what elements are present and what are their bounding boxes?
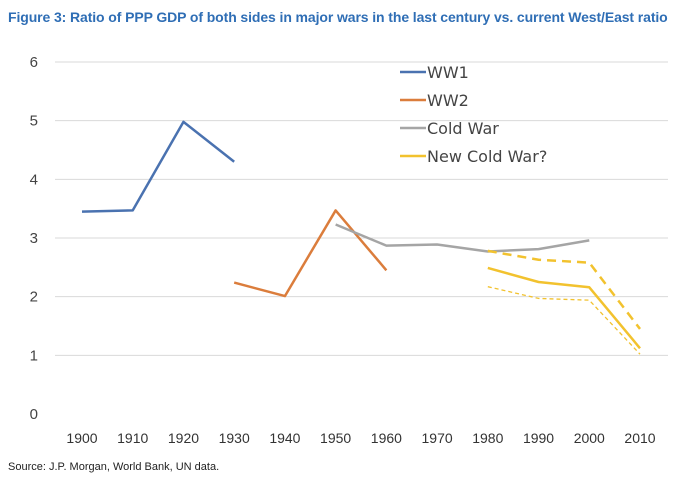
x-tick-label: 1990 (523, 430, 554, 446)
chart-title: Figure 3: Ratio of PPP GDP of both sides… (8, 9, 668, 25)
legend-label: New Cold War? (427, 147, 547, 166)
source-note: Source: J.P. Morgan, World Bank, UN data… (8, 461, 220, 473)
series-line-cold-war (335, 223, 590, 253)
series-line-ww1 (81, 120, 235, 213)
legend-label: WW1 (427, 63, 469, 82)
y-tick-label: 4 (30, 171, 38, 188)
legend: WW1 WW2 Cold War New Cold War? (400, 63, 547, 166)
x-tick-label: 1950 (320, 430, 351, 446)
x-tick-label: 1920 (168, 430, 199, 446)
y-tick-label: 0 (30, 406, 38, 423)
x-tick-label: 1900 (66, 430, 97, 446)
y-tick-label: 6 (30, 54, 38, 71)
x-axis-ticks: 1900 1910 1920 1930 1940 1950 1960 1970 1980 1990… (66, 430, 655, 446)
y-tick-label: 5 (30, 113, 38, 130)
x-tick-label: 1910 (117, 430, 148, 446)
series-line-dotted-scenario (487, 286, 641, 355)
y-tick-label: 2 (30, 289, 38, 306)
series-line-dashed-scenario (487, 249, 641, 330)
gridlines (55, 61, 668, 356)
series-line-ww2 (233, 209, 388, 298)
y-axis-ticks: 0 1 2 3 4 5 6 (30, 54, 38, 423)
y-tick-label: 3 (30, 230, 38, 247)
legend-label: Cold War (427, 119, 499, 138)
legend-label: WW2 (427, 91, 469, 110)
x-tick-label: 1940 (269, 430, 300, 446)
x-tick-label: 1970 (422, 430, 453, 446)
x-tick-label: 1930 (219, 430, 250, 446)
series-line-new-cold-war (487, 266, 641, 350)
y-tick-label: 1 (30, 347, 38, 364)
x-tick-label: 2010 (624, 430, 655, 446)
series-lines (81, 120, 641, 355)
x-tick-label: 2000 (574, 430, 605, 446)
x-tick-label: 1980 (472, 430, 503, 446)
x-tick-label: 1960 (371, 430, 402, 446)
